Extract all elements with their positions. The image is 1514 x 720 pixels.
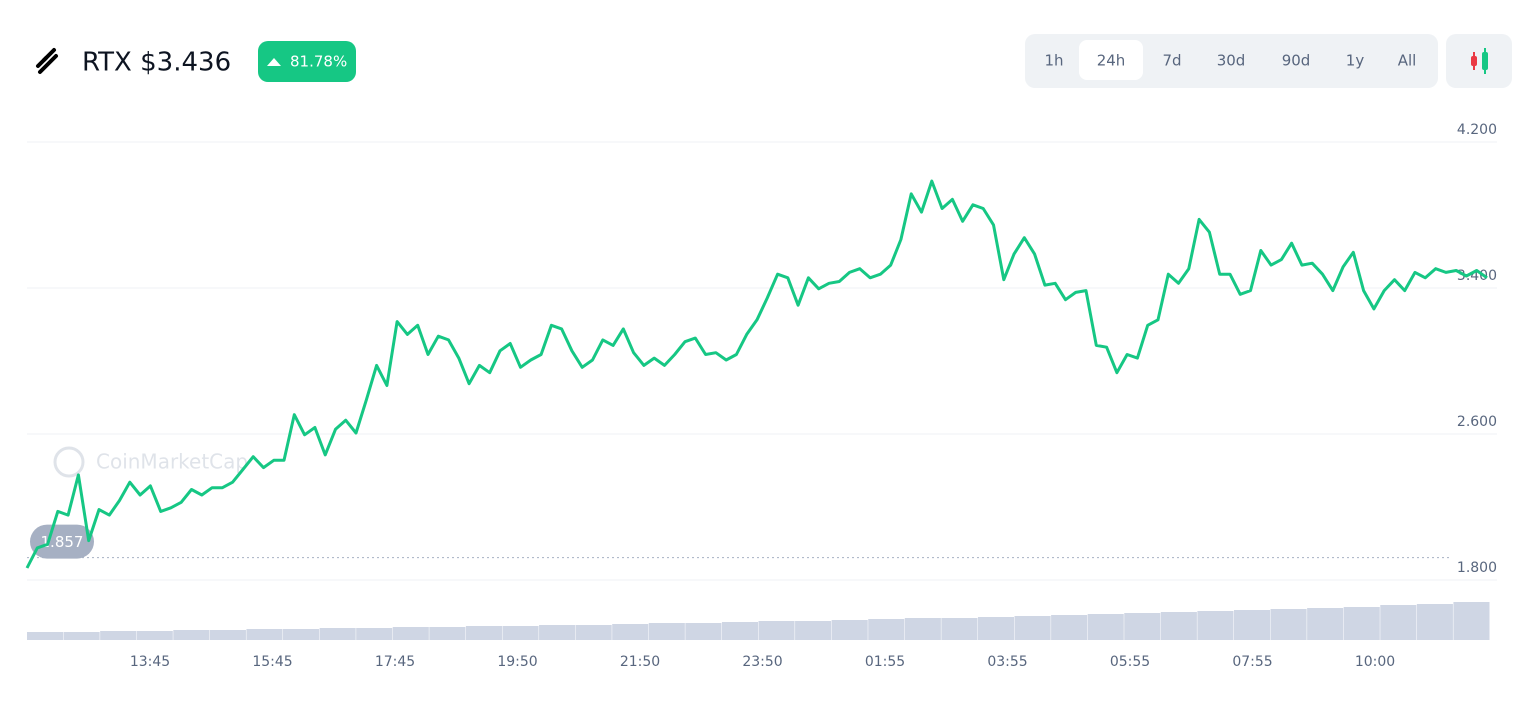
x-tick-label: 13:45 (130, 654, 170, 670)
x-tick-label: 19:50 (497, 654, 537, 670)
volume-bar (392, 627, 429, 640)
watermark-text: CoinMarketCap (96, 450, 248, 474)
y-tick-label: 3.400 (1457, 268, 1497, 284)
range-button[interactable]: 90d (1282, 52, 1311, 70)
active-range (1079, 40, 1143, 80)
volume-bar (721, 622, 758, 640)
price-line (25, 179, 1488, 569)
watermark: CoinMarketCap (53, 446, 248, 478)
y-tick-label: 1.800 (1457, 560, 1497, 576)
volume-bar (1051, 615, 1088, 640)
volume-bar (209, 630, 246, 640)
candle-icon (1471, 48, 1488, 74)
change-badge (258, 41, 356, 82)
volume-bar (1160, 612, 1197, 640)
volume-bar (868, 619, 905, 640)
volume-bar (63, 632, 100, 640)
volume-bar (685, 623, 722, 640)
x-tick-label: 17:45 (375, 654, 415, 670)
x-tick-label: 21:50 (620, 654, 660, 670)
up-arrow (267, 58, 281, 66)
volume-bar (27, 632, 64, 640)
volume-bar (100, 631, 137, 640)
volume-bar (795, 621, 832, 640)
range-button[interactable]: 7d (1162, 52, 1181, 70)
volume-bar (1453, 602, 1490, 640)
x-tick-label: 05:55 (1110, 654, 1150, 670)
volume-bar (1380, 605, 1417, 640)
volume-bar (1087, 614, 1124, 640)
volume-bar (1270, 609, 1307, 640)
candle-toggle[interactable] (1446, 34, 1512, 88)
volume-bar (1233, 610, 1271, 640)
range-button[interactable]: 30d (1217, 52, 1246, 70)
logo (36, 48, 58, 74)
volume-bar (1416, 604, 1453, 640)
volume-bar (136, 631, 173, 640)
y-tick-label: 2.600 (1457, 414, 1497, 430)
title: RTX $3.436 (82, 48, 231, 78)
x-tick-label: 03:55 (987, 654, 1027, 670)
volume-bar (1014, 616, 1051, 640)
volume-bar (319, 628, 356, 640)
x-tick-label: 01:55 (865, 654, 905, 670)
start-badge (30, 524, 94, 559)
range-button[interactable]: 1y (1346, 52, 1365, 70)
volume-bar (246, 629, 283, 640)
volume-bar (502, 626, 539, 640)
volume-bar (1197, 611, 1234, 640)
volume-bar (575, 625, 612, 640)
volume-bar (1124, 613, 1161, 640)
x-tick-label: 10:00 (1355, 654, 1395, 670)
volume-bar (977, 617, 1015, 640)
range-button[interactable]: 24h (1097, 52, 1126, 70)
x-tick-label: 23:50 (742, 654, 782, 670)
range-button[interactable]: All (1398, 52, 1417, 70)
range-button[interactable]: 1h (1044, 52, 1063, 70)
volume-bar (1343, 607, 1380, 640)
start-label: 1.857 (41, 533, 84, 551)
y-tick-label: 4.200 (1457, 122, 1497, 138)
volume-bar (539, 625, 576, 640)
volume-bar (465, 626, 502, 640)
x-tick-label: 15:45 (252, 654, 292, 670)
volume-bar (904, 618, 941, 640)
volume-bar (758, 621, 795, 640)
volume-bar (1307, 608, 1344, 640)
volume-bar (941, 618, 978, 640)
volume-bar (648, 623, 685, 640)
volume-bar (356, 628, 393, 640)
volume-bar (283, 629, 320, 640)
volume-bar (429, 627, 466, 640)
x-tick-label: 07:55 (1232, 654, 1272, 670)
volume-bar (831, 620, 868, 640)
volume-bar (173, 630, 210, 640)
change: 81.78% (290, 53, 347, 71)
volume-bar (612, 624, 649, 640)
